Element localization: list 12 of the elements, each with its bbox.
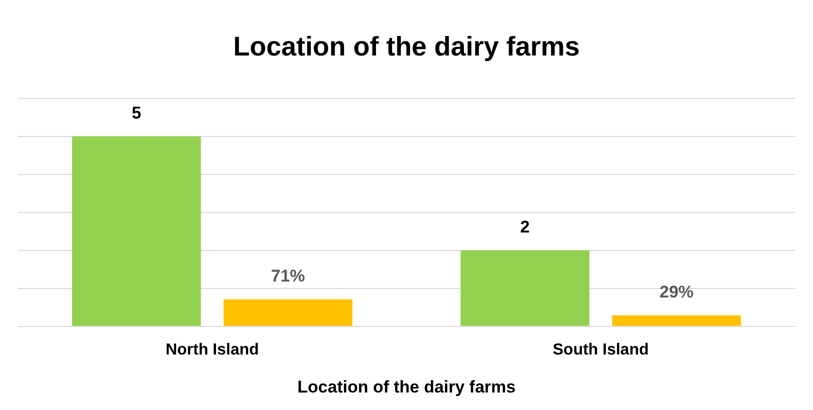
- x-tick-label: North Island: [166, 341, 259, 358]
- bar: [612, 315, 741, 326]
- chart-title: Location of the dairy farms: [233, 32, 580, 62]
- data-label: 71%: [270, 266, 306, 286]
- data-label: 2: [520, 218, 530, 237]
- bar: [72, 136, 201, 326]
- bar: [224, 299, 352, 326]
- x-axis-title: Location of the dairy farms: [297, 377, 516, 396]
- bar: [460, 250, 590, 326]
- data-label: 29%: [659, 282, 694, 302]
- data-label: 5: [132, 104, 142, 123]
- x-tick-label: South Island: [552, 341, 649, 358]
